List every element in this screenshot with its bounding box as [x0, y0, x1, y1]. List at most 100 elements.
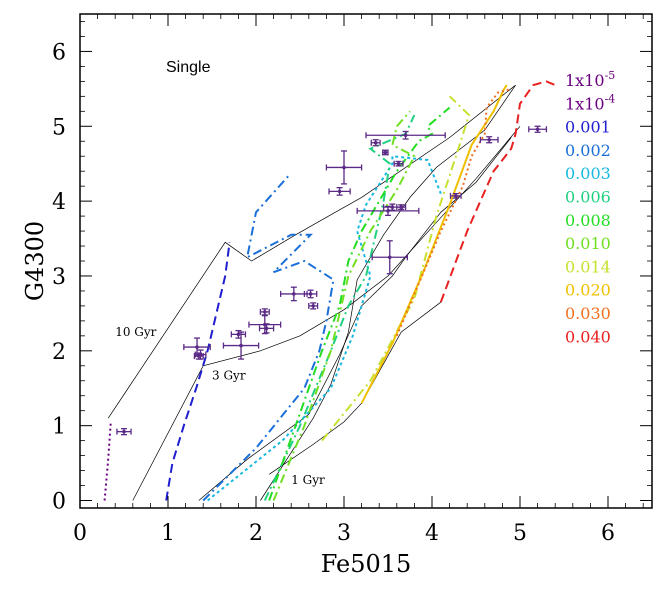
x-tick-label: 3 [337, 521, 351, 546]
y-tick-label: 5 [52, 115, 66, 140]
data-point [308, 302, 319, 310]
data-point-marker [386, 209, 390, 213]
data-point-marker [453, 194, 458, 198]
data-point [222, 331, 260, 360]
data-point [449, 192, 462, 199]
legend-entry: 0.006 [565, 188, 611, 207]
x-tick-label: 0 [73, 521, 87, 546]
data-point [365, 130, 446, 140]
model-track-line [165, 242, 231, 501]
x-tick-label: 5 [513, 521, 527, 546]
model-track-line [321, 95, 471, 442]
x-axis-title: Fe5015 [321, 550, 412, 578]
data-point-marker [487, 137, 492, 142]
age-label: 1 Gyr [291, 473, 325, 487]
legend-entry: 0.014 [565, 257, 611, 276]
data-point-marker [292, 292, 296, 296]
legend-entry: 0.030 [565, 304, 611, 323]
data-point-marker [383, 150, 388, 155]
y-tick-label: 1 [52, 415, 66, 440]
data-point [325, 150, 363, 185]
data-point-marker [311, 304, 316, 308]
data-point-marker [337, 189, 342, 194]
data-point [230, 329, 247, 339]
x-tick-label: 2 [249, 521, 263, 546]
isochrone-line [198, 137, 512, 501]
axis-ticks [79, 14, 652, 508]
age-label-layer: 10 Gyr 3 Gyr 1 Gyr [115, 325, 325, 487]
data-point [396, 204, 407, 211]
legend-exponent: -4 [605, 92, 616, 105]
data-point-marker [342, 165, 346, 170]
data-point [370, 139, 381, 147]
data-point [183, 337, 211, 357]
data-point [528, 125, 548, 133]
y-tick-label: 4 [52, 190, 66, 215]
data-point-marker [308, 292, 313, 296]
data-point-marker [195, 345, 199, 349]
isochrone-line [269, 301, 442, 475]
isochrone-line [260, 84, 516, 501]
data-point [248, 314, 282, 335]
data-point-marker [396, 161, 401, 166]
data-point-marker [263, 310, 267, 314]
legend-entry: 1x10-4 [565, 92, 615, 113]
legend-entry: 0.001 [565, 118, 611, 137]
data-point-marker [403, 133, 408, 138]
data-point-marker [387, 255, 392, 260]
model-track-line [202, 174, 335, 502]
data-point-marker [390, 205, 395, 209]
model-track-line [360, 84, 508, 404]
y-tick-label: 3 [52, 265, 66, 290]
observation-layer [116, 125, 548, 436]
legend-exponent: -5 [605, 69, 616, 82]
x-tick-label: 1 [161, 521, 175, 546]
data-point [382, 149, 389, 156]
legend-entry: 0.040 [565, 327, 611, 346]
model-track-line [263, 114, 416, 501]
data-point [479, 136, 499, 144]
data-point [279, 286, 308, 302]
data-point [116, 428, 132, 436]
data-point-marker [264, 326, 269, 331]
model-track-line [439, 80, 556, 303]
legend-entry: 0.002 [565, 141, 611, 160]
isochrone-line [107, 84, 516, 419]
model-track-line [268, 106, 451, 501]
y-tick-label: 0 [52, 490, 66, 515]
data-point-marker [236, 332, 241, 337]
legend-entry: 0.010 [565, 234, 611, 253]
data-point-marker [197, 354, 201, 358]
legend-entry: 0.008 [565, 211, 611, 230]
legend-entry: 0.003 [565, 164, 611, 183]
data-point [258, 323, 275, 334]
y-tick-label: 6 [52, 40, 66, 65]
data-point-marker [373, 140, 378, 145]
y-tick-label: 2 [52, 340, 66, 365]
data-point [259, 308, 270, 316]
chart-title: Single [166, 59, 211, 76]
axis-tick-labels: 0 1 2 3 4 5 6 0 1 2 3 4 5 6 [52, 40, 615, 546]
data-point-marker [122, 429, 126, 434]
x-tick-label: 6 [601, 521, 615, 546]
model-track-line [103, 421, 112, 501]
model-track-layer [103, 80, 556, 502]
data-point [393, 160, 404, 167]
data-point-marker [399, 205, 404, 209]
data-point [356, 205, 420, 216]
legend-entry: 0.020 [565, 281, 611, 300]
data-point-marker [239, 343, 243, 348]
data-point [303, 289, 318, 299]
x-tick-label: 4 [425, 521, 439, 546]
legend-entry: 1x10-5 [565, 69, 615, 90]
data-point [193, 352, 204, 360]
model-track-line [395, 87, 512, 337]
data-point [371, 240, 409, 275]
age-label: 3 Gyr [212, 368, 246, 382]
y-axis-title: G4300 [21, 221, 49, 301]
data-point-marker [535, 127, 540, 132]
age-label: 10 Gyr [115, 325, 156, 339]
data-point [328, 186, 351, 196]
